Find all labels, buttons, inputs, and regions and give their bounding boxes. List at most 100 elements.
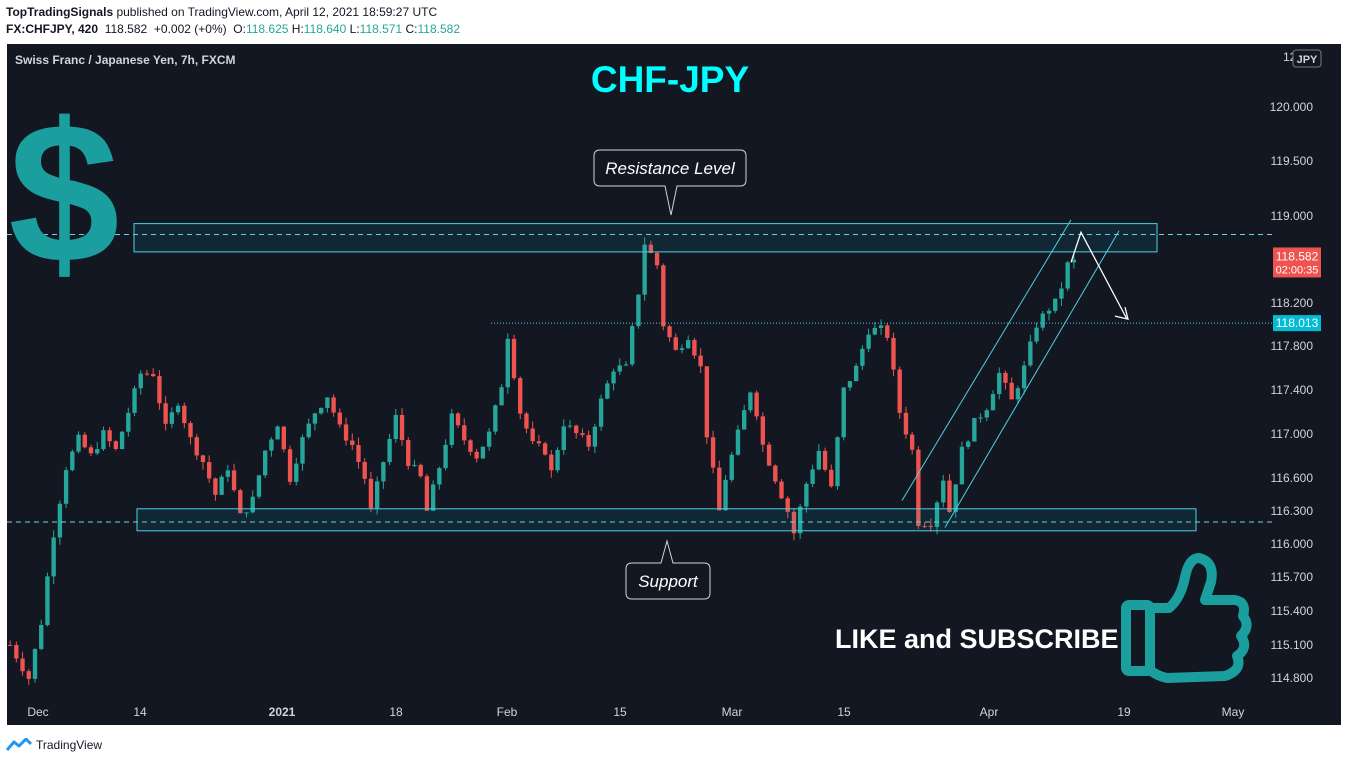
candle-body [903,412,909,435]
candle-body [262,450,268,476]
candle-body [978,417,983,419]
candle-body [667,326,672,338]
candle-body [175,405,181,413]
candle-body [1053,298,1058,311]
candle-body [511,338,517,379]
candle-body [126,412,131,432]
candle-body [748,392,753,411]
low-value: 118.571 [359,22,403,36]
footer-brand[interactable]: TradingView [6,735,102,755]
candle-body [113,441,119,449]
publisher-name[interactable]: TopTradingSignals [6,5,114,19]
candle-body [51,537,56,577]
candle-body [717,467,722,511]
candle-body [829,469,834,487]
cta-text: LIKE and SUBSCRIBE [835,624,1119,654]
candle-body [95,449,100,454]
candle-body [723,479,728,511]
candle-body [853,365,859,382]
candle-body [561,426,566,450]
candle-body [213,478,218,495]
candle-body [617,365,622,372]
candle-body [1015,388,1021,400]
chart-panel[interactable]: Swiss Franc / Japanese Yen, 7h, FXCM Res… [7,44,1341,725]
candle-body [88,447,94,454]
candle-body [231,470,237,491]
chart-title: CHF-JPY [591,59,750,100]
time-tick-label: Apr [980,705,999,719]
candle-body [742,410,747,430]
candle-body [70,451,75,471]
candle-body [530,428,535,442]
candle-body [835,437,840,487]
candle-body [399,415,405,441]
candle-body [642,244,647,295]
currency-badge-box [1292,49,1322,68]
candle-body [860,348,865,366]
price-tick-label: 115.100 [1271,638,1314,652]
close-value: 118.582 [417,22,461,36]
candle-body [119,431,125,449]
resistance-callout: Resistance Level [593,149,747,216]
candle-body [698,355,703,367]
candle-body [934,502,940,527]
candle-body [350,440,355,446]
price-tick-label: 117.800 [1271,339,1314,353]
candle-body [984,410,989,418]
candle-body [144,373,150,375]
candle-body [244,512,249,514]
candle-body [207,462,212,479]
candle-body [45,576,50,626]
candle-body [32,648,38,679]
ohlc-line: FX:CHFJPY, 420 118.582 +0.002 (+0%) O:11… [6,22,460,36]
candle-body [468,440,473,452]
chart-svg[interactable]: Swiss Franc / Japanese Yen, 7h, FXCM Res… [7,44,1341,725]
candle-body [188,423,193,438]
candles-layer [7,237,1077,685]
candle-body [505,338,510,388]
close-label: C: [405,22,418,36]
candle-body [132,388,137,413]
candle-body [362,461,367,479]
candle-body [337,412,342,425]
candle-body [424,476,430,511]
candle-body [816,450,822,470]
candle-body [101,430,106,450]
open-value: 118.625 [245,22,289,36]
time-tick-label: May [1222,705,1245,719]
candle-body [972,418,977,442]
candle-body [1071,259,1077,263]
candle-body [692,340,697,356]
candle-body [878,325,884,328]
candle-body [1021,365,1027,389]
candle-body [965,441,971,447]
candle-body [14,645,19,659]
candle-body [648,244,654,253]
candle-body [7,645,13,646]
candle-body [885,325,890,338]
projection-arrow-head [1114,306,1129,320]
resistance-label: Resistance Level [605,159,736,178]
candle-body [374,481,380,509]
candle-body [269,439,274,451]
projection-arrow [1070,230,1128,320]
high-label: H: [291,22,304,36]
candle-body [729,454,734,480]
candle-body [710,437,716,468]
candle-body [474,451,479,459]
price-tick-label: 117.000 [1271,427,1314,441]
time-tick-label: 2021 [269,705,296,719]
time-tick-label: 15 [837,705,851,719]
candle-body [959,446,965,485]
price-tick-label: 118.200 [1271,296,1314,310]
candle-body [922,526,927,528]
candle-body [256,475,262,497]
price-tick-label: 116.000 [1271,537,1314,551]
price-tick-label: 116.300 [1271,504,1314,518]
support-callout-box [625,539,711,600]
price-tick-label: 114.800 [1271,671,1314,685]
candle-body [1040,313,1045,328]
candle-body [1009,382,1014,400]
candle-body [412,464,417,466]
dollar-sign-icon: $ [8,82,119,305]
